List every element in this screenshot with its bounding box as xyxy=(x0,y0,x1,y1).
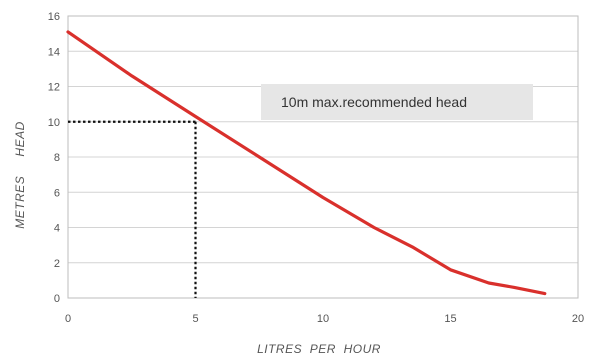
plot-frame xyxy=(67,15,579,299)
annotation-box: 10m max.recommended head xyxy=(261,84,533,120)
y-tick-14: 14 xyxy=(48,46,60,58)
annotation-text: 10m max.recommended head xyxy=(281,94,467,110)
x-tick-15: 15 xyxy=(444,313,456,325)
y-tick-6: 6 xyxy=(54,187,60,199)
x-tick-0: 0 xyxy=(65,313,71,325)
x-axis-title: LITRES PER HOUR xyxy=(257,342,381,356)
y-tick-16: 16 xyxy=(48,11,60,23)
annotation-background xyxy=(261,84,533,120)
series-line-0 xyxy=(66,30,547,296)
series-group xyxy=(66,30,547,296)
x-tick-5: 5 xyxy=(192,313,198,325)
y-tick-2: 2 xyxy=(54,258,60,270)
x-tick-20: 20 xyxy=(572,313,584,325)
y-axis-title: METRES HEAD xyxy=(13,121,27,229)
y-tick-8: 8 xyxy=(54,152,60,164)
x-tick-10: 10 xyxy=(317,313,329,325)
y-tick-labels: 0 2 4 6 8 10 12 14 16 xyxy=(48,11,60,305)
grid-lines xyxy=(68,15,578,299)
x-tick-labels: 0 5 10 15 20 xyxy=(65,313,584,325)
reference-lines xyxy=(68,120,197,298)
y-tick-10: 10 xyxy=(48,117,60,129)
y-tick-4: 4 xyxy=(54,223,60,235)
y-tick-0: 0 xyxy=(54,293,60,305)
y-tick-12: 12 xyxy=(48,82,60,94)
